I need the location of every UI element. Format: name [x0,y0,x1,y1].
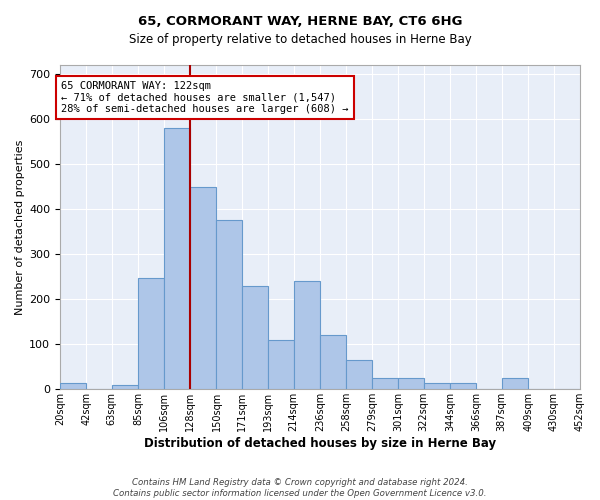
Bar [138,278,164,390]
Bar [268,340,293,390]
Bar [450,382,476,390]
Bar [502,378,528,390]
Text: Size of property relative to detached houses in Herne Bay: Size of property relative to detached ho… [128,32,472,46]
Bar [346,360,372,390]
Bar [320,335,346,390]
X-axis label: Distribution of detached houses by size in Herne Bay: Distribution of detached houses by size … [144,437,496,450]
Text: 65, CORMORANT WAY, HERNE BAY, CT6 6HG: 65, CORMORANT WAY, HERNE BAY, CT6 6HG [138,15,462,28]
Y-axis label: Number of detached properties: Number of detached properties [15,140,25,315]
Bar [293,281,320,390]
Bar [164,128,190,390]
Bar [217,220,242,390]
Text: 65 CORMORANT WAY: 122sqm
← 71% of detached houses are smaller (1,547)
28% of sem: 65 CORMORANT WAY: 122sqm ← 71% of detach… [61,81,349,114]
Bar [424,382,450,390]
Bar [112,385,138,390]
Text: Contains HM Land Registry data © Crown copyright and database right 2024.
Contai: Contains HM Land Registry data © Crown c… [113,478,487,498]
Title: 65, CORMORANT WAY, HERNE BAY, CT6 6HG
Size of property relative to detached hous: 65, CORMORANT WAY, HERNE BAY, CT6 6HG Si… [0,499,1,500]
Bar [372,378,398,390]
Bar [398,378,424,390]
Bar [60,382,86,390]
Bar [242,286,268,390]
Bar [190,186,217,390]
